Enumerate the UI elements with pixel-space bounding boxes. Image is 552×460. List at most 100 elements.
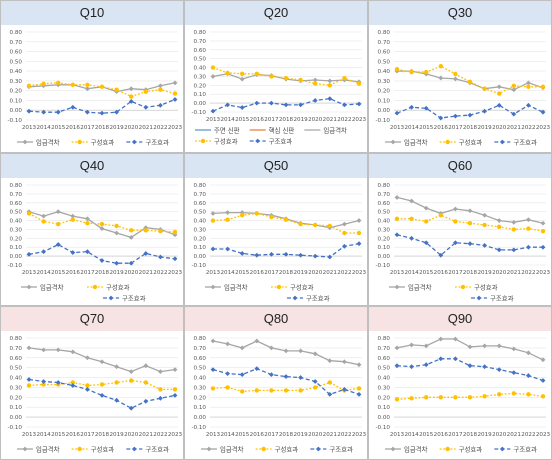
data-point xyxy=(526,226,531,231)
data-point xyxy=(210,246,216,252)
legend-marker xyxy=(390,446,396,452)
data-point xyxy=(312,253,318,259)
data-point xyxy=(496,84,502,90)
data-point xyxy=(394,397,400,402)
x-tick-label: 2015 xyxy=(235,117,250,123)
data-point xyxy=(269,388,274,393)
y-tick-label: 0.70 xyxy=(194,346,207,352)
legend-item-0: 임금격차 xyxy=(205,282,248,291)
legend-item-extra-0: 주면 신판 xyxy=(195,125,240,134)
legend-item-2: 구조효과 xyxy=(249,136,292,145)
y-tick-label: 0.20 xyxy=(10,89,23,95)
data-point xyxy=(540,394,546,399)
legend-label: 구조효과 xyxy=(145,444,169,453)
x-tick-label: 2014 xyxy=(36,270,51,276)
data-point xyxy=(423,362,429,368)
data-point xyxy=(394,195,400,200)
chart-panel-q90: Q90 -0.10 0.00 0.10 0.20 0.30 0.40 0.50 0.60 0.70… xyxy=(368,306,552,460)
y-tick-label: -0.10 xyxy=(8,425,23,431)
x-tick-label: 2014 xyxy=(36,432,51,438)
data-point xyxy=(356,101,362,107)
data-point xyxy=(114,260,119,266)
data-point xyxy=(114,87,119,92)
chart-title: Q40 xyxy=(1,154,183,178)
x-tick-label: 2021 xyxy=(139,432,154,438)
data-point xyxy=(356,362,362,368)
data-point xyxy=(254,100,260,106)
y-tick-label: 0.30 xyxy=(378,227,391,233)
data-point xyxy=(342,102,347,108)
x-tick-label: 2013 xyxy=(390,432,405,438)
data-point xyxy=(327,254,333,260)
data-point xyxy=(438,64,443,69)
data-point xyxy=(240,213,245,218)
y-tick-label: 0.10 xyxy=(194,245,207,251)
chart-title: Q20 xyxy=(185,1,367,25)
data-point xyxy=(482,394,487,399)
data-point xyxy=(26,383,32,388)
x-tick-label: 2018 xyxy=(95,270,110,276)
x-tick-label: 2017 xyxy=(264,117,279,123)
data-point xyxy=(26,108,32,114)
x-tick-label: 2018 xyxy=(279,117,294,123)
data-point xyxy=(240,71,245,76)
legend-marker xyxy=(210,284,216,290)
x-tick-label: 2022 xyxy=(153,125,167,131)
y-tick-label: 0.00 xyxy=(194,415,207,421)
legend-label: 구성효과 xyxy=(106,282,130,291)
y-tick-label: 0.60 xyxy=(10,356,23,362)
data-point xyxy=(511,247,517,253)
data-point xyxy=(41,347,46,353)
x-tick-label: 2019 xyxy=(293,117,308,123)
data-point xyxy=(438,395,443,400)
data-point xyxy=(342,76,347,81)
chart-plot: -0.10 0.00 0.10 0.20 0.30 0.40 0.50 0.60 0.70 0.8… xyxy=(8,30,183,146)
x-tick-label: 2016 xyxy=(66,432,81,438)
x-tick-label: 2021 xyxy=(507,125,522,131)
data-point xyxy=(114,380,119,385)
data-point xyxy=(327,96,333,102)
chart-title: Q60 xyxy=(369,154,551,178)
y-tick-label: 0.00 xyxy=(194,254,207,260)
data-point xyxy=(128,235,134,240)
data-point xyxy=(158,369,163,375)
legend-marker xyxy=(394,284,400,290)
legend-item-1: 구성효과 xyxy=(87,282,130,291)
data-point xyxy=(298,221,303,227)
legend-item-2: 구조효과 xyxy=(126,444,169,453)
x-tick-label: 2014 xyxy=(220,432,235,438)
legend-item-1: 구성효과 xyxy=(439,137,482,146)
x-tick-label: 2018 xyxy=(463,270,478,276)
y-tick-label: 0.80 xyxy=(378,336,391,342)
data-point xyxy=(129,228,134,233)
data-point xyxy=(540,229,546,234)
y-tick-label: 0.70 xyxy=(194,39,207,45)
data-point xyxy=(356,230,362,236)
x-tick-label: 2014 xyxy=(220,117,235,123)
y-tick-label: 0.10 xyxy=(378,98,391,104)
data-point xyxy=(55,347,61,353)
data-point xyxy=(394,66,400,72)
x-tick-label: 2016 xyxy=(66,270,81,276)
y-tick-label: 0.00 xyxy=(378,254,391,260)
x-tick-label: 2017 xyxy=(448,270,463,276)
y-tick-label: 0.70 xyxy=(10,192,23,198)
legend-label: 임금격차 xyxy=(404,444,428,453)
legend-item-1: 구성효과 xyxy=(455,282,498,291)
data-point xyxy=(240,389,245,394)
x-tick-label: 2019 xyxy=(477,125,492,131)
x-tick-label: 2022 xyxy=(153,270,167,276)
y-tick-label: 0.20 xyxy=(378,89,391,95)
legend-marker xyxy=(276,284,282,290)
legend-item-0: 임금격차 xyxy=(385,444,428,453)
x-tick-label: 2020 xyxy=(492,125,507,131)
x-tick-label: 2013 xyxy=(206,432,221,438)
legend-label: 핵심 신판 xyxy=(269,125,295,134)
data-point xyxy=(438,252,444,258)
x-tick-label: 2021 xyxy=(507,432,522,438)
data-point xyxy=(409,198,414,204)
x-tick-label: 2017 xyxy=(264,270,279,276)
data-point xyxy=(467,221,473,226)
data-point xyxy=(269,372,274,377)
x-tick-label: 2017 xyxy=(264,432,279,438)
